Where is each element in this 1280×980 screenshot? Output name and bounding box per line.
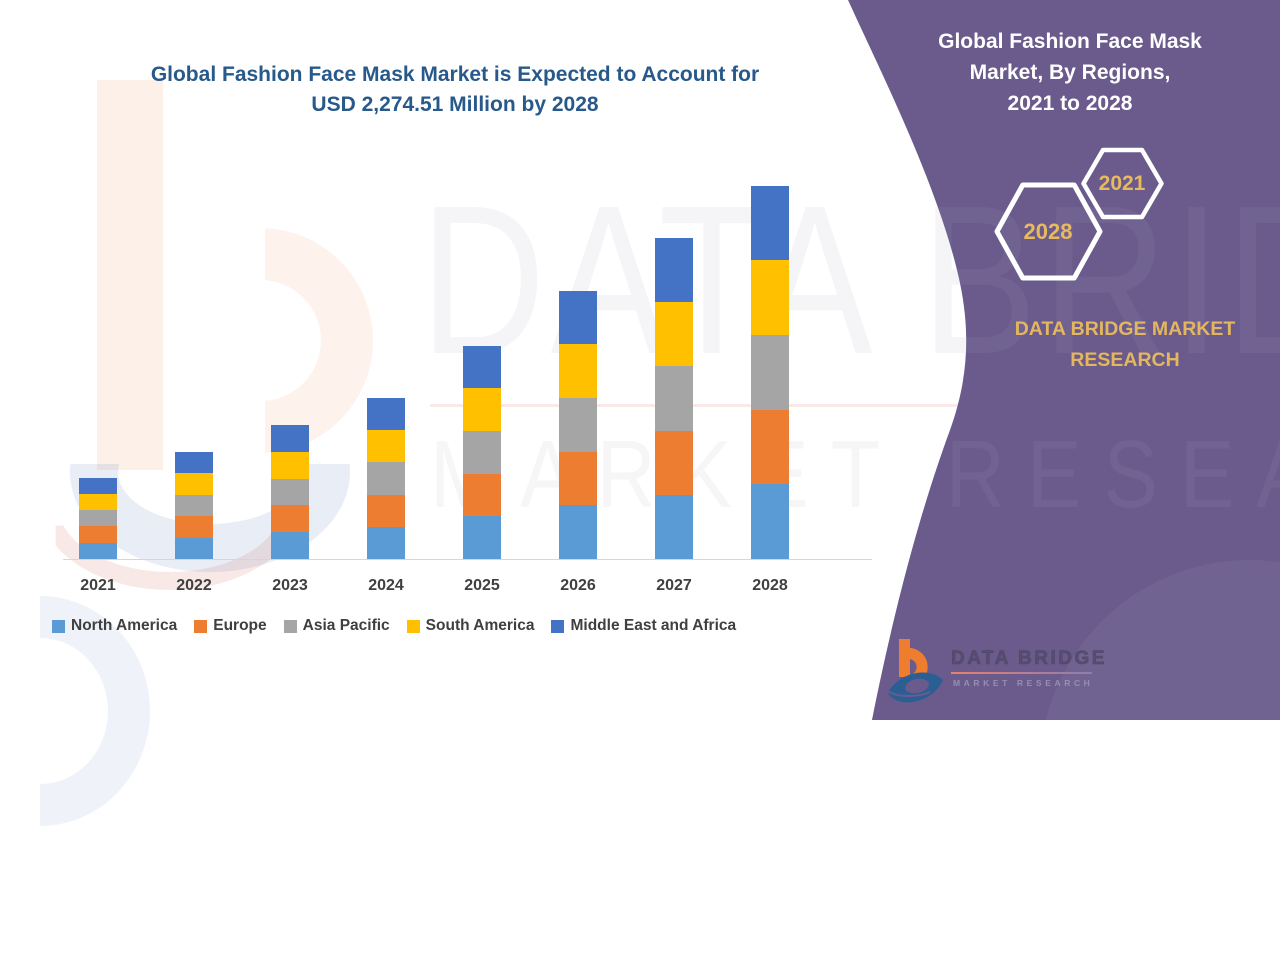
segment-europe (79, 526, 117, 543)
x-axis-label-2028: 2028 (752, 577, 788, 594)
segment-middle-east-and-africa (367, 397, 405, 431)
segment-north-america (367, 526, 405, 559)
panel-brand-text: DATA BRIDGE MARKET RESEARCH (1000, 314, 1250, 376)
x-axis-label-2023: 2023 (272, 577, 308, 594)
x-axis-label-2025: 2025 (464, 577, 500, 594)
x-axis-label-2024: 2024 (368, 577, 404, 594)
chart-title-line2: USD 2,274.51 Million by 2028 (311, 93, 599, 116)
segment-middle-east-and-africa (463, 345, 501, 389)
segment-north-america (559, 505, 597, 559)
segment-north-america (175, 537, 213, 559)
segment-south-america (79, 493, 117, 511)
segment-asia-pacific (271, 478, 309, 506)
legend-label: South America (425, 617, 535, 634)
segment-europe (271, 505, 309, 533)
segment-asia-pacific (751, 334, 789, 410)
bar-2021 (79, 477, 117, 559)
segment-asia-pacific (367, 462, 405, 495)
segment-middle-east-and-africa (271, 425, 309, 452)
segment-asia-pacific (79, 510, 117, 527)
chart-title-line1: Global Fashion Face Mask Market is Expec… (150, 63, 760, 86)
watermark-logo-stem (97, 80, 163, 470)
segment-south-america (751, 260, 789, 335)
bar-2026 (559, 290, 597, 559)
segment-north-america (751, 484, 789, 559)
segment-middle-east-and-africa (79, 477, 117, 494)
legend-swatch-icon (406, 619, 420, 633)
bar-2024 (367, 397, 405, 559)
panel-corner-highlight (1040, 560, 1280, 980)
segment-north-america (271, 532, 309, 559)
segment-south-america (559, 344, 597, 398)
bar-2025 (463, 345, 501, 559)
bar-2023 (271, 425, 309, 559)
logo-sub-text: MARKET RESEARCH (953, 678, 1094, 688)
bar-2027 (655, 238, 693, 559)
segment-europe (463, 473, 501, 517)
segment-middle-east-and-africa (751, 185, 789, 261)
segment-middle-east-and-africa (559, 290, 597, 345)
segment-middle-east-and-africa (175, 451, 213, 473)
panel-title-line1: Global Fashion Face Mask (938, 30, 1202, 53)
x-axis-label-2022: 2022 (176, 577, 212, 594)
legend-swatch-icon (283, 619, 297, 633)
segment-south-america (655, 302, 693, 367)
legend-label: Europe (213, 617, 267, 634)
legend-label: North America (71, 617, 178, 634)
legend-item-asia-pacific: Asia Pacific (283, 617, 390, 635)
legend-label: Middle East and Africa (570, 617, 737, 634)
segment-asia-pacific (559, 397, 597, 452)
segment-asia-pacific (463, 430, 501, 474)
panel-brand-line2: RESEARCH (1070, 349, 1180, 371)
hex-year-2021: 2021 (1098, 172, 1146, 195)
x-axis-label-2027: 2027 (656, 577, 692, 594)
bar-2022 (175, 451, 213, 559)
segment-europe (751, 409, 789, 485)
segment-south-america (271, 451, 309, 479)
x-axis-label-2026: 2026 (560, 577, 596, 594)
segment-asia-pacific (655, 366, 693, 431)
bar-plot: 2021 2022 2023 2024 2025 2026 2027 2028 (79, 185, 789, 594)
hexagon-2028-icon (997, 185, 1100, 278)
segment-south-america (463, 388, 501, 431)
legend-swatch-icon (551, 619, 565, 633)
legend: North America Europe Asia Pacific South Ame… (52, 617, 736, 635)
panel-brand-line1: DATA BRIDGE MARKET (1014, 318, 1236, 340)
dbmr-logo-icon (886, 634, 950, 710)
segment-south-america (367, 430, 405, 463)
bar-2028 (751, 185, 789, 559)
legend-item-europe: Europe (194, 617, 267, 635)
logo-underline (951, 672, 1092, 674)
segment-europe (655, 430, 693, 495)
x-axis-label-2021: 2021 (80, 577, 116, 594)
segment-europe (559, 451, 597, 506)
panel-title-line2: Market, By Regions, (969, 61, 1171, 84)
legend-label: Asia Pacific (302, 617, 390, 634)
panel-title-line3: 2021 to 2028 (1007, 92, 1133, 115)
segment-middle-east-and-africa (655, 238, 693, 303)
x-axis-line (63, 559, 872, 560)
segment-europe (175, 516, 213, 538)
hexagon-2021-icon (1084, 150, 1162, 217)
segment-north-america (655, 494, 693, 559)
legend-item-north-america: North America (52, 617, 177, 635)
segment-asia-pacific (175, 494, 213, 516)
legend-swatch-icon (52, 619, 65, 633)
segment-south-america (175, 473, 213, 495)
watermark-underline (430, 404, 1280, 407)
panel-title: Global Fashion Face Mask Market, By Regi… (920, 26, 1220, 119)
legend-item-middle-east-and-africa: Middle East and Africa (551, 617, 736, 635)
legend-swatch-icon (194, 619, 208, 633)
segment-north-america (79, 542, 117, 559)
segment-europe (367, 494, 405, 527)
logo-brand-text: DATA BRIDGE (951, 648, 1107, 669)
hex-year-2028: 2028 (1023, 219, 1073, 244)
legend-item-south-america: South America (406, 617, 535, 635)
segment-north-america (463, 516, 501, 559)
hexagon-badges-icon (980, 140, 1200, 310)
chart-title: Global Fashion Face Mask Market is Expec… (80, 60, 830, 120)
